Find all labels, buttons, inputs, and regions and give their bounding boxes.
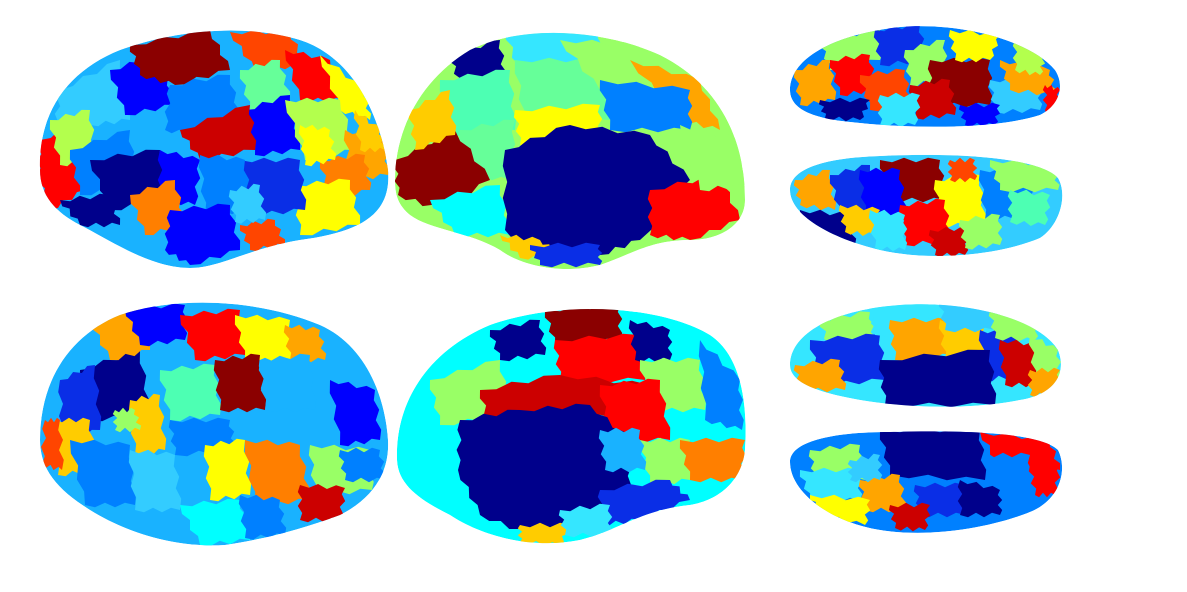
parcel-region — [353, 110, 387, 153]
parcel-region — [430, 185, 511, 238]
parcel-region — [228, 183, 267, 224]
parcel-region — [908, 78, 957, 120]
parcel-region — [213, 353, 267, 413]
parcel-region — [258, 353, 317, 413]
parcel-region — [395, 130, 490, 210]
parcel-region — [456, 403, 633, 536]
brain-view-left-medial — [395, 32, 745, 270]
parcel-region — [180, 308, 247, 362]
parcel-region — [1012, 40, 1046, 76]
parcel-region — [239, 59, 291, 111]
parcel-region — [112, 407, 142, 433]
parcel-region — [1042, 84, 1060, 115]
parcel-region — [988, 310, 1041, 342]
parcel-region — [810, 494, 871, 525]
parcel-region — [879, 431, 987, 481]
parcel-region — [948, 29, 1000, 63]
parcel-region — [878, 349, 997, 407]
parcel-region — [1007, 189, 1051, 226]
parcel-region — [999, 60, 1057, 96]
parcel-region — [244, 439, 311, 507]
parcel-region — [680, 125, 745, 192]
parcel-region — [818, 97, 870, 122]
parcel-region — [679, 437, 746, 483]
brain-view-right-medial — [396, 308, 746, 544]
parcel-region — [164, 203, 241, 265]
parcel-region — [558, 503, 613, 538]
parcel-region — [553, 333, 647, 383]
parcel-region — [928, 226, 971, 257]
parcel-region — [868, 209, 908, 252]
parcel-region — [983, 452, 1033, 498]
parcel-region — [298, 124, 337, 167]
parcel-region — [958, 213, 1003, 250]
parcel-region — [799, 467, 863, 503]
parcel-region — [958, 102, 1001, 127]
parcel-region — [203, 438, 252, 502]
parcel-region — [41, 417, 64, 471]
parcel-region — [238, 494, 287, 540]
brain-view-dorsal-top — [790, 26, 1060, 127]
parcel-region — [180, 498, 251, 546]
parcel-region — [957, 480, 1003, 518]
parcel-region — [293, 178, 361, 236]
parcel-region — [639, 437, 693, 487]
parcel-region — [320, 55, 372, 120]
parcel-region — [285, 50, 345, 103]
parcel-region — [234, 314, 297, 363]
parcel-region — [544, 308, 623, 347]
parcel-region — [628, 320, 673, 363]
brain-view-dorsal-bottom — [790, 304, 1061, 407]
parcel-region — [128, 393, 167, 457]
parcel-region — [329, 380, 382, 447]
parcel-region — [439, 69, 517, 137]
parcel-region — [989, 159, 1060, 193]
parcel-region — [240, 218, 285, 252]
parcel-region — [947, 157, 978, 183]
parcel-region — [60, 193, 121, 228]
parcel-region — [647, 175, 740, 241]
brain-view-right-lateral — [40, 302, 389, 546]
parcel-region — [598, 427, 647, 473]
parcel-region — [858, 473, 907, 513]
parcel-region — [888, 502, 931, 532]
parcel-region — [129, 30, 230, 85]
brain-view-ventral-bottom — [790, 431, 1063, 533]
parcel-region — [793, 169, 837, 211]
parcel-region — [408, 90, 457, 150]
parcel-region — [793, 59, 837, 107]
parcel-region — [125, 303, 188, 347]
brain-view-left-lateral — [39, 30, 389, 268]
brain-view-ventral-top — [790, 154, 1063, 257]
parcel-region — [489, 319, 547, 362]
parcel-region — [70, 439, 137, 508]
parcel-region — [560, 39, 643, 92]
parcel-region — [597, 479, 690, 527]
parcel-region — [283, 324, 327, 363]
parcel-region — [1028, 462, 1061, 498]
parcel-region — [599, 80, 693, 133]
parcel-region — [244, 95, 301, 157]
parcel-region — [502, 125, 690, 258]
parcel-region — [128, 449, 182, 513]
parcel-region — [599, 378, 671, 443]
parcel-region — [698, 340, 744, 430]
parcel-region — [530, 242, 603, 268]
parcel-region — [858, 167, 907, 218]
parcel-region — [180, 105, 257, 161]
parcel-region — [159, 363, 222, 422]
parcel-region — [297, 484, 346, 523]
parcel-region — [1027, 367, 1061, 398]
parcel-region — [847, 453, 883, 483]
parcel-region — [517, 522, 570, 544]
parcel-region — [793, 358, 847, 393]
parcel-region — [877, 92, 921, 127]
parcel-region — [338, 447, 387, 483]
